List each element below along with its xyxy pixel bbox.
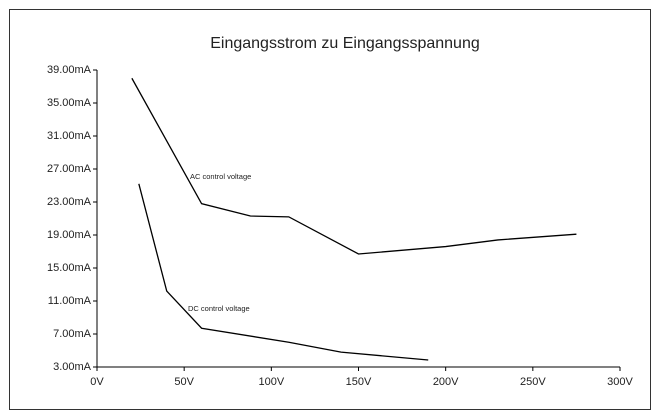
y-tick-label: 39.00mA [47, 64, 92, 76]
x-tick-label: 200V [433, 376, 459, 388]
chart-frame [9, 9, 651, 410]
y-tick-label: 11.00mA [48, 295, 92, 307]
y-tick-label: 3.00mA [53, 361, 92, 373]
y-tick-label: 7.00mA [53, 328, 92, 340]
x-tick-label: 300V [607, 376, 633, 388]
series-label: AC control voltage [190, 172, 251, 181]
data-line [131, 77, 577, 255]
chart-title: Eingangsstrom zu Eingangsspannung [210, 35, 480, 52]
x-tick-label: 0V [90, 376, 104, 388]
series-label: DC control voltage [188, 304, 250, 313]
x-tick-label: 100V [258, 376, 284, 388]
x-tick-label: 250V [520, 376, 546, 388]
x-tick-label: 150V [346, 376, 372, 388]
y-tick-label: 19.00mA [47, 229, 92, 241]
y-tick-label: 15.00mA [47, 262, 92, 274]
y-tick-label: 27.00mA [47, 163, 92, 175]
x-tick-label: 50V [174, 376, 194, 388]
y-tick-label: 31.00mA [47, 130, 92, 142]
data-line [138, 183, 429, 361]
y-tick-label: 23.00mA [47, 196, 92, 208]
y-tick-label: 35.00mA [47, 97, 92, 109]
